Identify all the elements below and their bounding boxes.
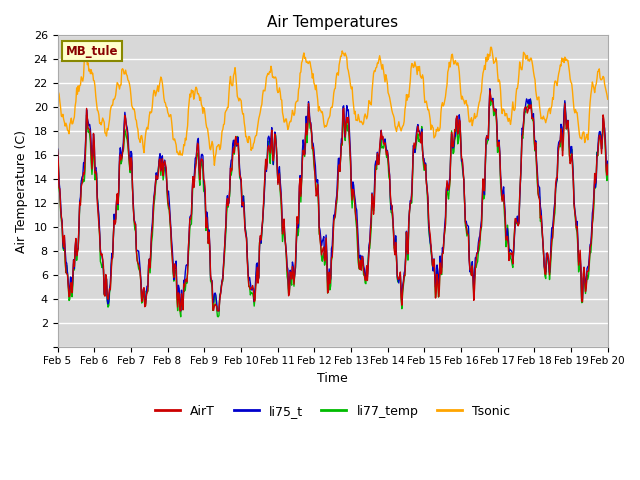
li77_temp [120,139,128,145]
li77_temp [177,314,184,320]
Tsonic [400,119,408,124]
Line: li77_temp: li77_temp [58,99,608,317]
Tsonic [205,137,213,143]
AirT [176,308,184,313]
AirT [400,273,408,278]
AirT [177,308,184,313]
Y-axis label: Air Temperature (C): Air Temperature (C) [15,130,28,252]
li77_temp [486,96,493,102]
li77_temp [54,147,61,153]
li75_t [176,304,184,310]
Tsonic [604,96,612,102]
AirT [604,162,612,168]
AirT [486,87,493,93]
li75_t [604,158,612,164]
li75_t [206,244,214,250]
Tsonic [211,162,218,168]
Tsonic [120,71,128,77]
Tsonic [54,82,61,87]
li75_t [120,122,128,128]
AirT [120,130,128,136]
AirT [417,135,424,141]
li77_temp [417,140,424,145]
Line: li75_t: li75_t [58,89,608,311]
Text: MB_tule: MB_tule [66,45,118,58]
AirT [206,244,214,250]
li75_t [400,270,408,276]
li77_temp [604,166,612,172]
Legend: AirT, li75_t, li77_temp, Tsonic: AirT, li75_t, li77_temp, Tsonic [150,400,515,423]
AirT [63,272,71,277]
li75_t [54,146,61,152]
X-axis label: Time: Time [317,372,348,385]
li77_temp [63,270,71,276]
Line: AirT: AirT [58,90,608,311]
Title: Air Temperatures: Air Temperatures [267,15,398,30]
Tsonic [488,45,495,50]
li75_t [177,308,184,313]
Line: Tsonic: Tsonic [58,48,608,165]
li75_t [417,132,424,138]
li75_t [486,86,493,92]
AirT [54,147,61,153]
li77_temp [206,251,214,256]
li77_temp [400,276,408,281]
Tsonic [417,72,424,78]
li75_t [63,270,71,276]
Tsonic [63,127,71,133]
Tsonic [176,148,184,154]
li77_temp [176,308,184,314]
